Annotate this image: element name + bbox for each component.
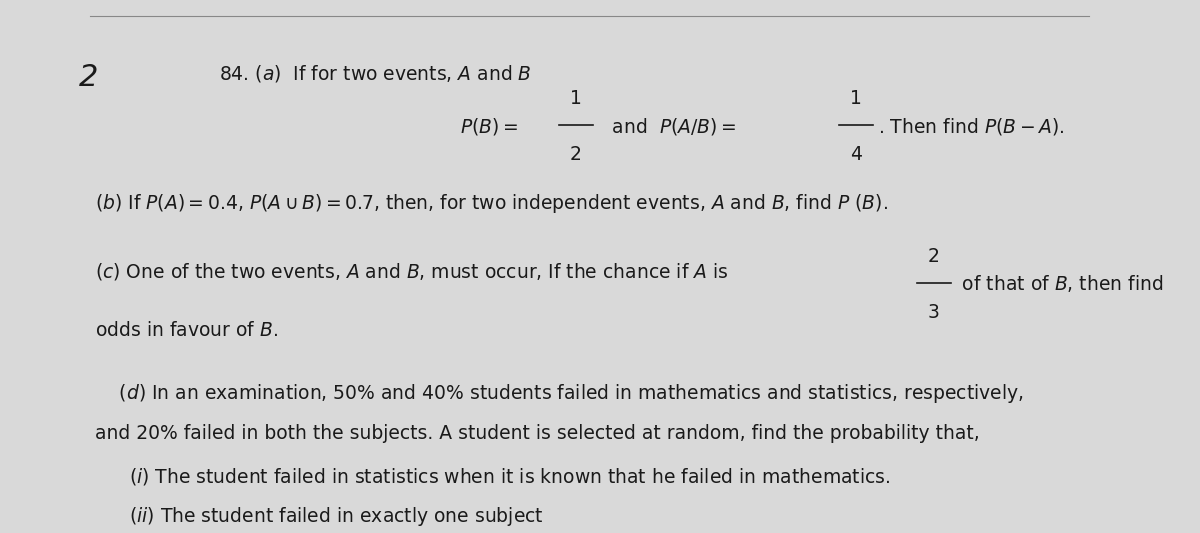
Text: $(d)$ In an examination, 50% and 40% students failed in mathematics and statisti: $(d)$ In an examination, 50% and 40% stu… [95,382,1024,405]
Text: and  $P(A/B) = $: and $P(A/B) = $ [606,116,737,137]
Text: odds in favour of $B$.: odds in favour of $B$. [95,321,278,340]
Text: 1: 1 [570,89,582,108]
Text: 3: 3 [928,303,940,322]
Text: of that of $B$, then find: of that of $B$, then find [956,273,1164,294]
Text: $(c)$ One of the two events, $A$ and $B$, must occur, If the chance if $A$ is: $(c)$ One of the two events, $A$ and $B$… [95,261,728,281]
Text: $(b)$ If $P(A) = 0.4$, $P(A \cup B) = 0.7$, then, for two independent events, $A: $(b)$ If $P(A) = 0.4$, $P(A \cup B) = 0.… [95,192,888,215]
Text: $\mathbf{}$84. $(a)$  If for two events, $A$ and $B$: $\mathbf{}$84. $(a)$ If for two events, … [218,63,532,84]
Text: 1: 1 [851,89,863,108]
Text: $P(B) = $: $P(B) = $ [460,116,518,137]
Text: . Then find $P(B - A)$.: . Then find $P(B - A)$. [877,116,1064,137]
Text: 2: 2 [928,247,940,266]
Text: 2: 2 [570,145,582,164]
Text: and 20% failed in both the subjects. A student is selected at random, find the p: and 20% failed in both the subjects. A s… [95,424,980,443]
Text: $(ii)$ The student failed in exactly one subject: $(ii)$ The student failed in exactly one… [130,505,544,528]
Text: 4: 4 [851,145,863,164]
Text: 2: 2 [78,63,98,92]
Text: $(i)$ The student failed in statistics when it is known that he failed in mathem: $(i)$ The student failed in statistics w… [130,466,890,487]
